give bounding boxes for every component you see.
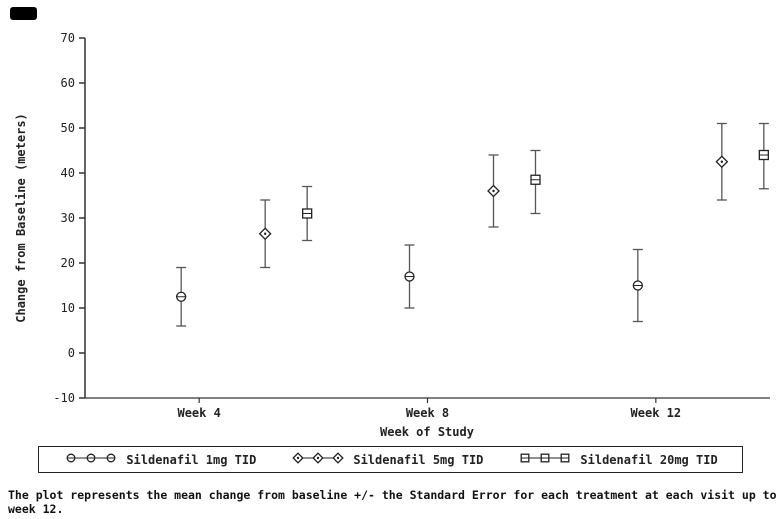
diamond-marker-icon bbox=[337, 456, 340, 460]
x-axis-title: Week of Study bbox=[380, 425, 474, 439]
x-tick-label: Week 12 bbox=[631, 406, 682, 420]
y-tick-label: 60 bbox=[61, 76, 75, 90]
diamond-marker-icon bbox=[492, 189, 495, 193]
plot-svg: Change from Baseline (meters) Week of St… bbox=[14, 31, 770, 439]
diamond-marker-icon bbox=[290, 451, 346, 468]
plot-content: -10 0 10 20 30 40 50 60 70 Week 4 Week 8 Week 12 bbox=[53, 31, 770, 420]
diamond-marker-icon bbox=[297, 456, 300, 460]
y-tick-label: 30 bbox=[61, 211, 75, 225]
legend-label: Sildenafil 20mg TID bbox=[580, 452, 718, 467]
y-tick-label: 40 bbox=[61, 166, 75, 180]
legend: Sildenafil 1mg TID Sildenafil 5mg TID Si… bbox=[38, 446, 743, 473]
legend-item-1mg: Sildenafil 1mg TID bbox=[63, 451, 256, 468]
y-tick-label: 50 bbox=[61, 121, 75, 135]
x-tick-label: Week 4 bbox=[177, 406, 220, 420]
y-tick-label: -10 bbox=[53, 391, 75, 405]
diamond-marker-icon bbox=[263, 232, 267, 235]
diamond-marker-icon bbox=[317, 456, 320, 460]
diamond-marker-icon bbox=[720, 160, 724, 163]
circle-marker-icon bbox=[63, 451, 119, 468]
legend-label: Sildenafil 1mg TID bbox=[126, 452, 257, 467]
y-tick-label: 20 bbox=[61, 256, 75, 270]
footnote: The plot represents the mean change from… bbox=[8, 488, 777, 516]
square-marker-icon bbox=[517, 451, 573, 468]
y-axis-title: Change from Baseline (meters) bbox=[14, 113, 28, 323]
chart-area: Change from Baseline (meters) Week of St… bbox=[14, 31, 770, 439]
y-tick-label: 10 bbox=[61, 301, 75, 315]
top-left-artifact bbox=[10, 7, 37, 20]
legend-item-5mg: Sildenafil 5mg TID bbox=[290, 451, 483, 468]
y-tick-label: 70 bbox=[61, 31, 75, 45]
legend-row: Sildenafil 1mg TID Sildenafil 5mg TID Si… bbox=[0, 446, 781, 473]
legend-item-20mg: Sildenafil 20mg TID bbox=[517, 451, 718, 468]
legend-label: Sildenafil 5mg TID bbox=[353, 452, 484, 467]
x-tick-label: Week 8 bbox=[406, 406, 449, 420]
y-tick-label: 0 bbox=[68, 346, 75, 360]
